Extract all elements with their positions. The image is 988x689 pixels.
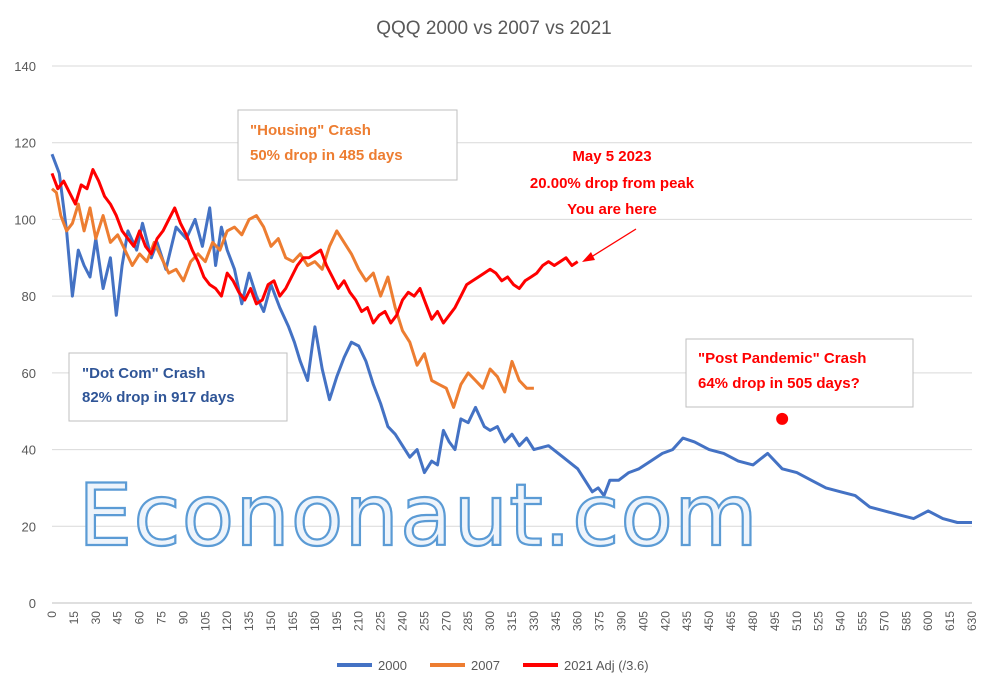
x-tick-label: 210 <box>352 611 366 631</box>
annotation-arrow-line <box>587 228 637 260</box>
annotation-dotcom-line1: "Dot Com" Crash <box>82 365 205 382</box>
watermark-text: Econonaut.com <box>78 466 759 566</box>
y-tick-label: 60 <box>22 366 36 381</box>
annotation-current-line1: May 5 2023 <box>572 148 651 165</box>
x-tick-label: 270 <box>439 611 453 631</box>
x-tick-label: 615 <box>943 611 957 631</box>
x-tick-label: 570 <box>877 611 891 631</box>
annotation-arrowhead <box>582 252 595 262</box>
annotation-pandemic-line1: "Post Pandemic" Crash <box>698 350 866 367</box>
x-tick-label: 510 <box>790 611 804 631</box>
x-tick-label: 240 <box>395 611 409 631</box>
x-tick-label: 480 <box>746 611 760 631</box>
x-tick-label: 300 <box>483 611 497 631</box>
x-tick-label: 90 <box>176 611 190 625</box>
x-tick-label: 255 <box>417 611 431 631</box>
x-tick-label: 0 <box>45 611 59 618</box>
annotation-pandemic: "Post Pandemic" Crash 64% drop in 505 da… <box>685 338 914 408</box>
x-tick-label: 345 <box>549 611 563 631</box>
x-tick-label: 600 <box>921 611 935 631</box>
x-tick-label: 195 <box>330 611 344 631</box>
x-tick-label: 405 <box>636 611 650 631</box>
annotation-dotcom-line2: 82% drop in 917 days <box>82 389 235 406</box>
x-tick-label: 225 <box>374 611 388 631</box>
x-tick-label: 390 <box>615 611 629 631</box>
series-lines <box>50 153 972 524</box>
x-axis-ticks: 0 15 30 45 60 75 90 105 120 135 150 165 180 195 210 225… <box>45 611 979 631</box>
x-tick-label: 360 <box>571 611 585 631</box>
y-tick-label: 80 <box>22 289 36 304</box>
x-tick-label: 495 <box>768 611 782 631</box>
annotation-current: May 5 2023 20.00% drop from peak You are… <box>530 148 695 262</box>
annotation-current-line3: You are here <box>567 201 657 218</box>
x-tick-label: 30 <box>89 611 103 625</box>
x-tick-label: 285 <box>461 611 475 631</box>
annotation-housing-box <box>237 109 458 181</box>
legend-label-2007: 2007 <box>471 658 500 673</box>
legend: 2000 2007 2021 Adj (/3.6) <box>337 658 649 673</box>
x-tick-label: 465 <box>724 611 738 631</box>
y-axis-ticks: 0 20 40 60 80 100 120 140 <box>14 59 36 611</box>
x-tick-label: 165 <box>286 611 300 631</box>
series-line-2021 <box>50 168 579 325</box>
x-tick-label: 45 <box>111 611 125 625</box>
series-line-2007 <box>51 187 534 409</box>
x-tick-label: 420 <box>658 611 672 631</box>
x-tick-label: 585 <box>899 611 913 631</box>
x-tick-label: 15 <box>67 611 81 625</box>
x-tick-label: 60 <box>133 611 147 625</box>
x-tick-label: 630 <box>965 611 979 631</box>
annotation-housing-line2: 50% drop in 485 days <box>250 147 403 164</box>
x-tick-label: 555 <box>855 611 869 631</box>
x-tick-label: 75 <box>155 611 169 625</box>
y-tick-label: 140 <box>14 59 36 74</box>
x-tick-label: 330 <box>527 611 541 631</box>
annotation-housing: "Housing" Crash 50% drop in 485 days <box>237 109 458 181</box>
x-tick-label: 120 <box>220 611 234 631</box>
legend-label-2000: 2000 <box>378 658 407 673</box>
y-tick-label: 20 <box>22 519 36 534</box>
x-tick-label: 375 <box>593 611 607 631</box>
y-tick-label: 40 <box>22 443 36 458</box>
annotation-current-line2: 20.00% drop from peak <box>530 175 695 192</box>
x-tick-label: 315 <box>505 611 519 631</box>
x-tick-label: 150 <box>264 611 278 631</box>
x-tick-label: 525 <box>812 611 826 631</box>
x-tick-label: 540 <box>834 611 848 631</box>
y-tick-label: 0 <box>29 596 36 611</box>
legend-label-2021: 2021 Adj (/3.6) <box>564 658 649 673</box>
annotation-dotcom-box <box>68 352 288 422</box>
annotation-pandemic-box <box>685 338 914 408</box>
x-tick-label: 180 <box>308 611 322 631</box>
chart-title: QQQ 2000 vs 2007 vs 2021 <box>376 18 612 39</box>
annotation-pandemic-line2: 64% drop in 505 days? <box>698 375 860 392</box>
annotation-dotcom: "Dot Com" Crash 82% drop in 917 days <box>68 352 288 422</box>
x-tick-label: 435 <box>680 611 694 631</box>
x-tick-label: 105 <box>198 611 212 631</box>
x-tick-label: 450 <box>702 611 716 631</box>
red-point-marker <box>776 412 789 425</box>
x-tick-label: 135 <box>242 611 256 631</box>
y-tick-label: 120 <box>14 136 36 151</box>
annotation-housing-line1: "Housing" Crash <box>250 122 371 139</box>
y-tick-label: 100 <box>14 212 36 227</box>
